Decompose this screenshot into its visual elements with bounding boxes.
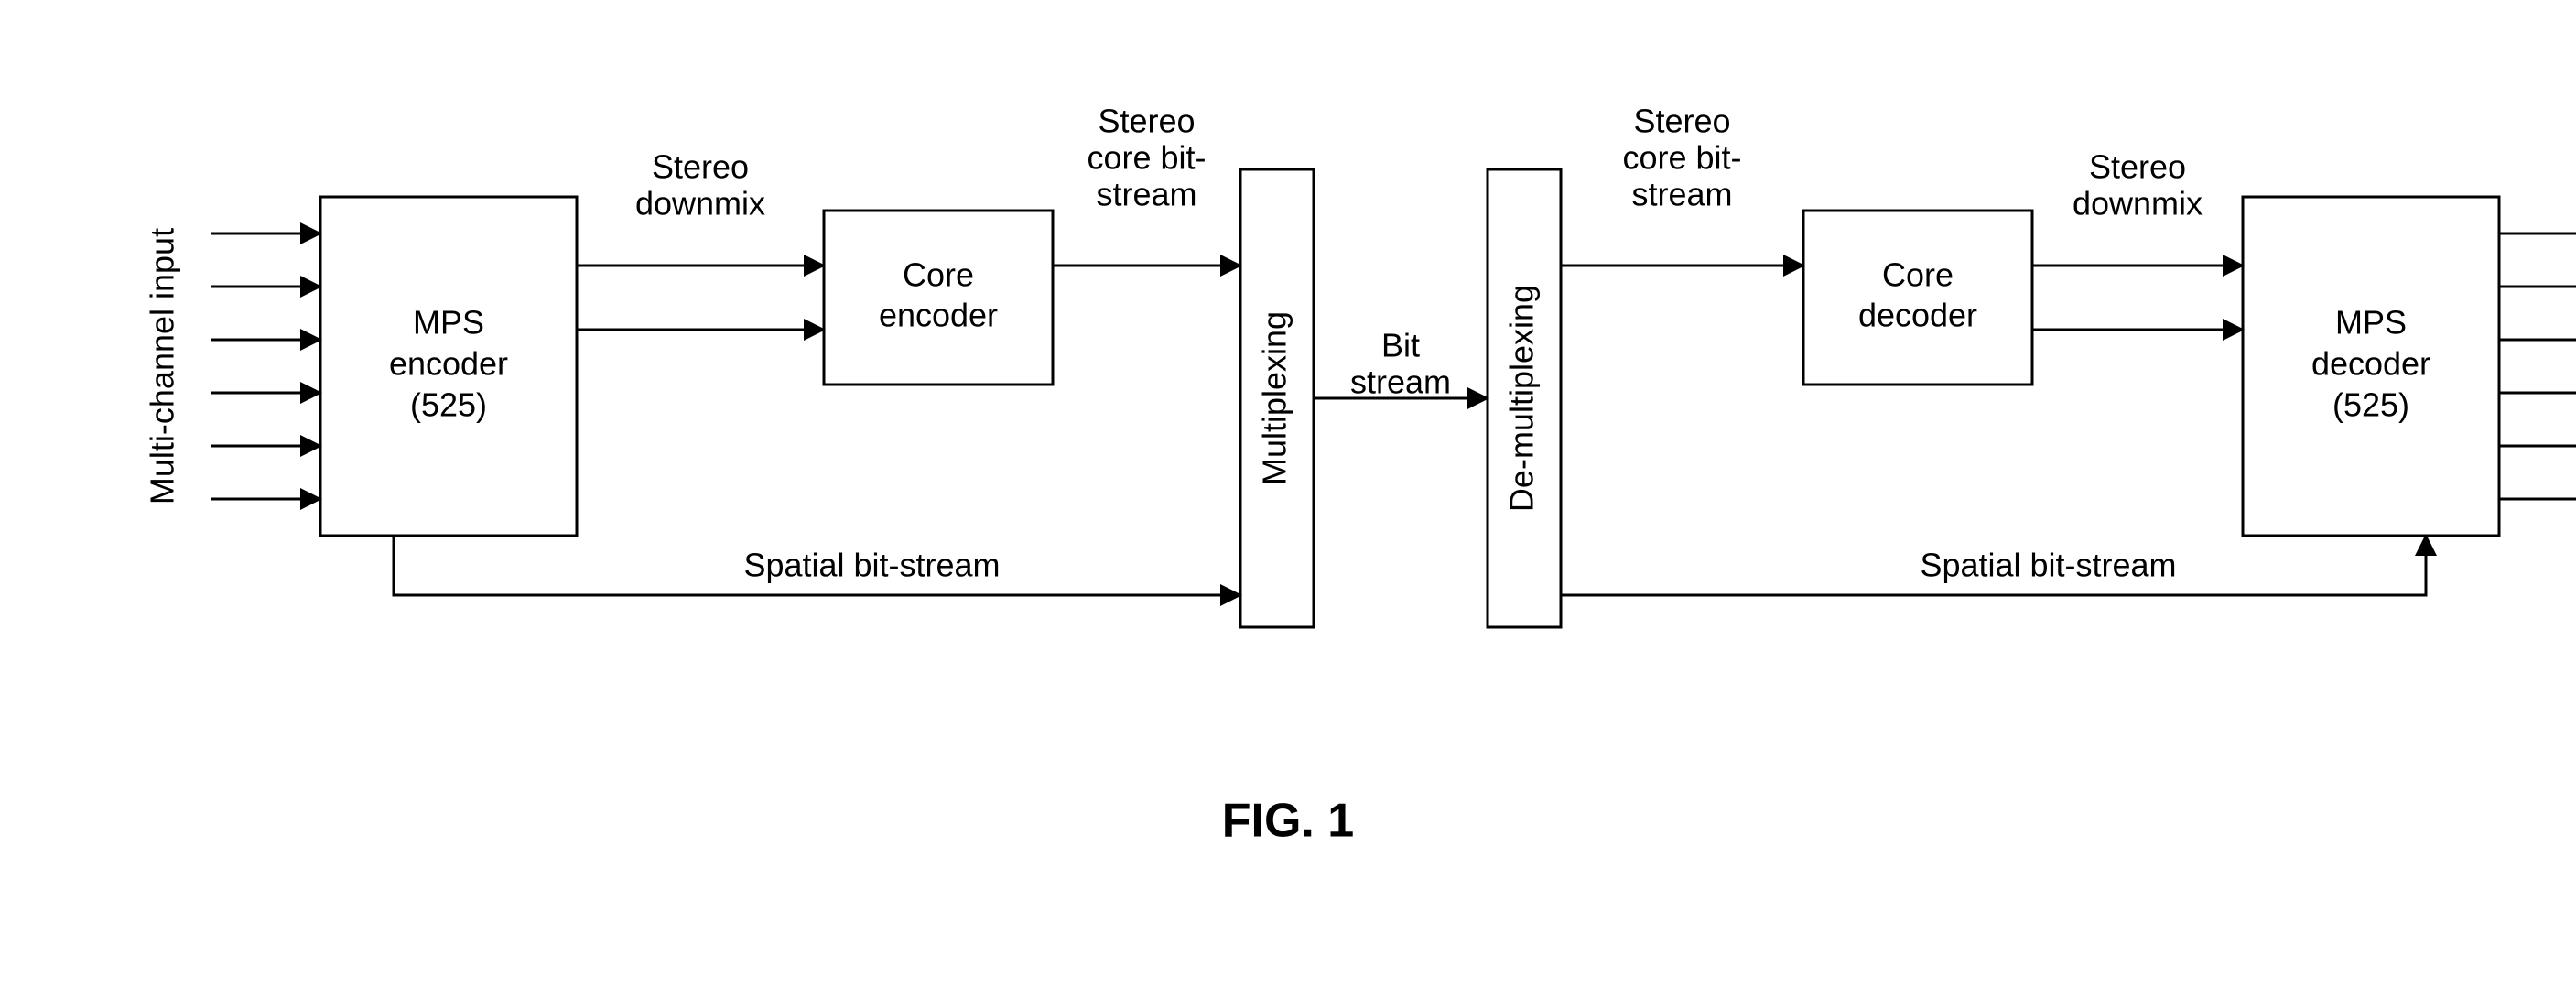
diagram-canvas: MPSencoder(525)CoreencoderMultiplexingDe… — [0, 0, 2576, 987]
stereo-downmix-r-label: Stereo — [2089, 148, 2186, 186]
multiplexing-label: Multiplexing — [1256, 311, 1293, 485]
mps-decoder-label: MPS — [2335, 304, 2407, 342]
stereo-core-bitstream-l-label: Stereo — [1098, 103, 1195, 140]
spatial-bitstream-r-label: Spatial bit-stream — [1920, 547, 2176, 584]
stereo-downmix-l-label: Stereo — [652, 148, 749, 186]
svg-text:downmix: downmix — [635, 185, 765, 222]
svg-text:(525): (525) — [2332, 386, 2409, 424]
svg-text:stream: stream — [1350, 363, 1451, 401]
core-encoder-label: Core — [903, 256, 974, 294]
svg-text:(525): (525) — [410, 386, 487, 424]
svg-text:encoder: encoder — [879, 297, 998, 334]
stereo-core-bitstream-r-label: Stereo — [1633, 103, 1730, 140]
mps-encoder-label: MPS — [413, 304, 484, 342]
demultiplexing-label: De-multiplexing — [1503, 285, 1541, 512]
multi-channel-input-label: Multi-channel input — [144, 228, 181, 504]
svg-text:core bit-: core bit- — [1087, 139, 1206, 177]
core-decoder-label: Core — [1882, 256, 1954, 294]
svg-text:stream: stream — [1631, 176, 1732, 213]
figure-caption: FIG. 1 — [1222, 795, 1354, 848]
spatial-bitstream-l-label: Spatial bit-stream — [743, 547, 1000, 584]
svg-text:stream: stream — [1096, 176, 1196, 213]
svg-text:core bit-: core bit- — [1622, 139, 1741, 177]
svg-text:decoder: decoder — [1858, 297, 1977, 334]
bitstream-label: Bit — [1381, 327, 1420, 364]
svg-text:decoder: decoder — [2311, 345, 2430, 383]
svg-text:encoder: encoder — [389, 345, 508, 383]
svg-text:downmix: downmix — [2073, 185, 2203, 222]
